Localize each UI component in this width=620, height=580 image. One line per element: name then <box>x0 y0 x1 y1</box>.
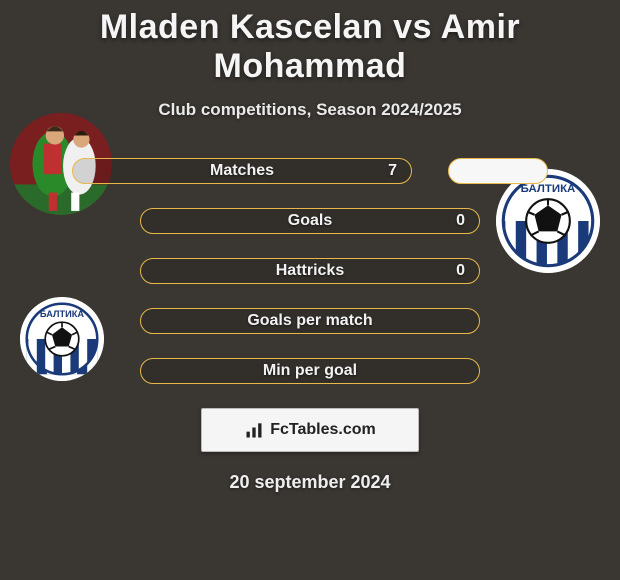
stat-row: Goals per match <box>0 308 620 334</box>
source-label: FcTables.com <box>270 421 376 439</box>
stat-row: Hattricks 0 <box>0 258 620 284</box>
bar-chart-icon <box>244 420 264 440</box>
date-label: 20 september 2024 <box>0 472 620 493</box>
stat-row: Goals 0 <box>0 208 620 234</box>
stat-bar-goals: Goals 0 <box>140 208 480 234</box>
stat-value: 0 <box>456 262 465 280</box>
stat-value: 0 <box>456 212 465 230</box>
stat-pill-right <box>448 158 548 184</box>
stat-bar-goals-per-match: Goals per match <box>140 308 480 334</box>
stat-bar-matches: Matches 7 <box>72 158 412 184</box>
comparison-card: Mladen Kascelan vs Amir Mohammad Club co… <box>0 0 620 493</box>
stat-row: Min per goal <box>0 358 620 384</box>
stat-label: Goals <box>288 212 332 230</box>
stat-bar-min-per-goal: Min per goal <box>140 358 480 384</box>
stat-label: Matches <box>210 162 274 180</box>
stat-label: Min per goal <box>263 362 357 380</box>
stat-label: Hattricks <box>276 262 344 280</box>
stat-label: Goals per match <box>247 312 372 330</box>
stat-bar-hattricks: Hattricks 0 <box>140 258 480 284</box>
page-subtitle: Club competitions, Season 2024/2025 <box>0 100 620 120</box>
page-title: Mladen Kascelan vs Amir Mohammad <box>0 8 620 86</box>
stat-value: 7 <box>388 162 397 180</box>
stat-row: Matches 7 <box>0 158 620 184</box>
stats-list: Matches 7 Goals 0 Hattricks 0 Goals per … <box>0 158 620 384</box>
source-chip[interactable]: FcTables.com <box>201 408 419 452</box>
